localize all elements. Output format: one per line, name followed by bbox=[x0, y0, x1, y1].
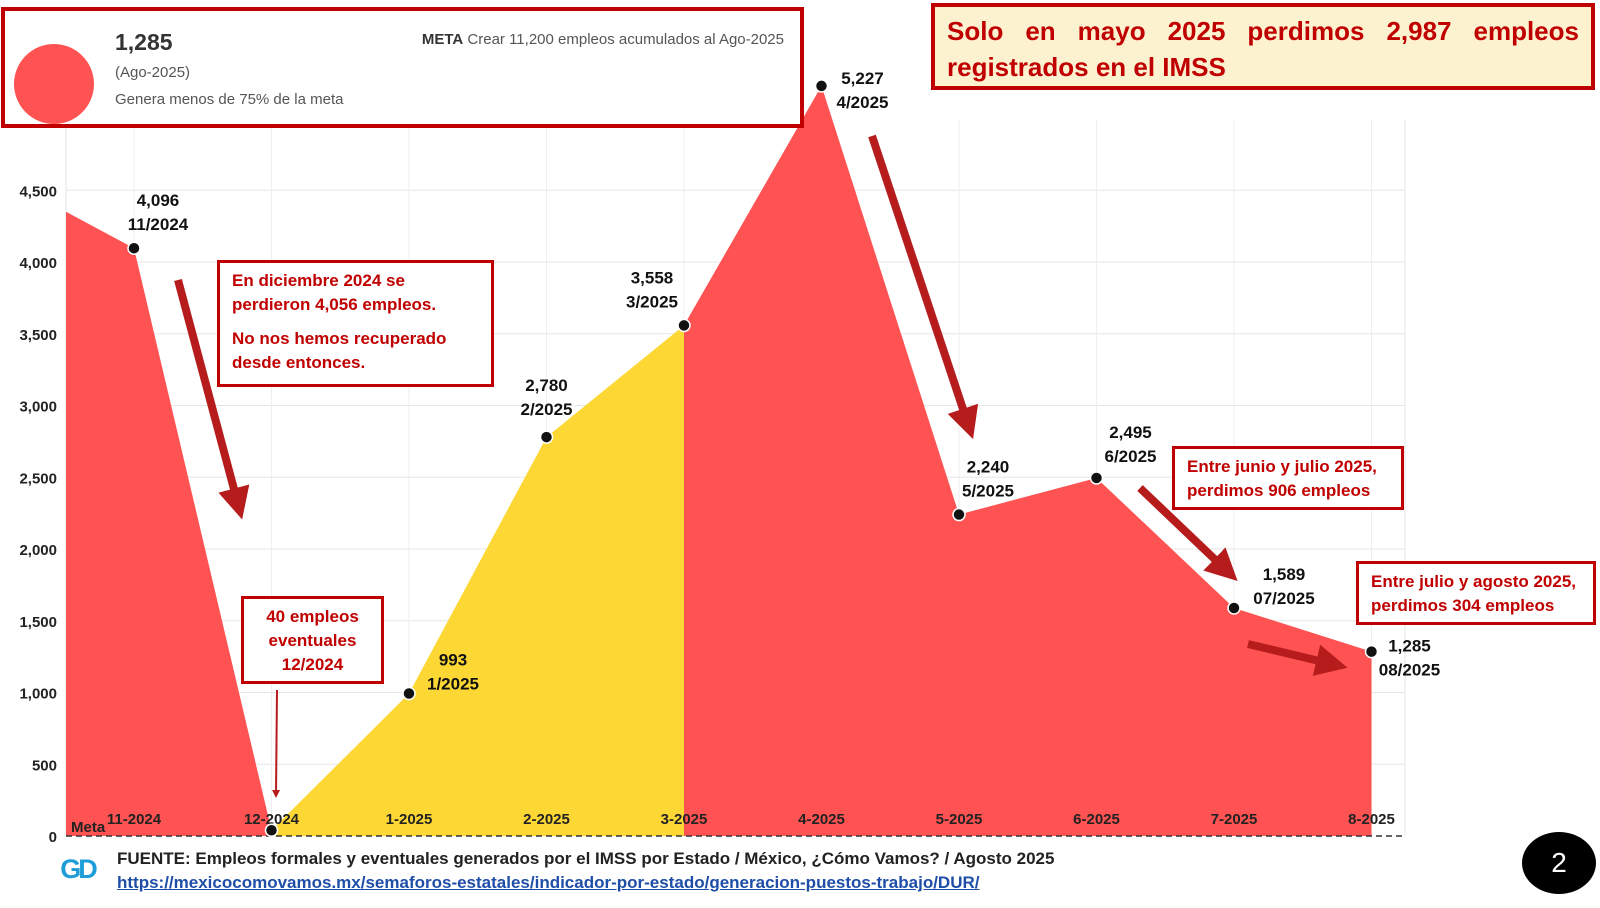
data-point bbox=[402, 686, 416, 701]
y-tick-label: 1,000 bbox=[19, 686, 57, 703]
data-label-date: 11/2024 bbox=[128, 215, 189, 234]
area-segment bbox=[821, 85, 959, 837]
note-june-july: Entre junio y julio 2025, perdimos 906 e… bbox=[1172, 446, 1404, 510]
note-december-line-1: En diciembre 2024 se perdieron 4,056 emp… bbox=[232, 271, 437, 314]
source-link[interactable]: https://mexicocomovamos.mx/semaforos-est… bbox=[117, 873, 980, 892]
area-segment bbox=[66, 211, 134, 836]
note-july-august-line-2: perdimos 304 empleos bbox=[1371, 596, 1555, 615]
kpi-goal-text: Crear 11,200 empleos acumulados al Ago-2… bbox=[467, 31, 784, 48]
area-segment bbox=[271, 693, 409, 836]
data-label-value: 4,096 bbox=[137, 191, 180, 210]
page-number-badge: 2 bbox=[1522, 832, 1596, 894]
note-june-july-line-1: Entre junio y julio 2025, bbox=[1187, 457, 1377, 476]
data-point bbox=[1089, 471, 1104, 485]
annotation-arrow bbox=[1247, 640, 1348, 676]
area-segment bbox=[959, 477, 1097, 836]
x-tick-label: 7-2025 bbox=[1211, 811, 1258, 828]
note-eventuales: 40 empleos eventuales 12/2024 bbox=[241, 596, 384, 684]
x-tick-label: 1-2025 bbox=[386, 811, 433, 828]
data-point bbox=[1364, 644, 1379, 659]
data-point bbox=[264, 823, 279, 838]
note-july-august-line-1: Entre julio y agosto 2025, bbox=[1371, 572, 1577, 591]
headline-banner: Solo en mayo 2025 perdimos 2,987 empleos… bbox=[931, 3, 1595, 90]
data-label-value: 1,589 bbox=[1263, 565, 1306, 584]
data-label-date: 6/2025 bbox=[1105, 447, 1157, 466]
y-tick-label: 2,500 bbox=[19, 470, 57, 487]
y-tick-label: 4,500 bbox=[19, 183, 57, 200]
data-label-value: 993 bbox=[439, 651, 467, 670]
x-tick-label: 11-2024 bbox=[107, 811, 162, 828]
data-label-date: 08/2025 bbox=[1379, 661, 1440, 680]
status-indicator-circle bbox=[14, 44, 94, 124]
data-label-date: 5/2025 bbox=[962, 482, 1014, 501]
area-segment bbox=[546, 325, 684, 836]
area-segment bbox=[1096, 477, 1234, 836]
note-december-line-2: No nos hemos recuperado desde entonces. bbox=[232, 329, 447, 372]
annotation-arrow bbox=[174, 278, 250, 520]
data-label-value: 3,558 bbox=[631, 268, 674, 287]
data-label-value: 2,780 bbox=[525, 376, 568, 395]
data-label-value: 2,240 bbox=[967, 458, 1010, 477]
y-tick-label: 1,500 bbox=[19, 614, 57, 631]
note-eventuales-line-2: eventuales bbox=[268, 631, 357, 650]
annotation-arrow bbox=[272, 689, 281, 798]
data-label-value: 1,285 bbox=[1388, 637, 1431, 656]
x-tick-label: 2-2025 bbox=[523, 811, 570, 828]
data-point bbox=[1227, 601, 1241, 615]
y-tick-label: 3,500 bbox=[19, 327, 57, 344]
area-segment bbox=[409, 437, 547, 836]
x-tick-label: 4-2025 bbox=[798, 811, 845, 828]
x-tick-label: 6-2025 bbox=[1073, 811, 1120, 828]
note-eventuales-line-1: 40 empleos bbox=[266, 607, 359, 626]
area-segment bbox=[684, 85, 822, 837]
y-tick-label: 0 bbox=[49, 829, 57, 846]
kpi-period: (Ago-2025) bbox=[115, 64, 191, 81]
x-tick-label: 8-2025 bbox=[1348, 811, 1395, 828]
annotation-arrow bbox=[1137, 485, 1238, 582]
note-june-july-line-2: perdimos 906 empleos bbox=[1187, 481, 1371, 500]
x-tick-label: 3-2025 bbox=[661, 811, 708, 828]
data-point bbox=[952, 507, 966, 522]
y-tick-label: 2,000 bbox=[19, 542, 57, 559]
x-tick-label: 5-2025 bbox=[936, 811, 983, 828]
data-point bbox=[677, 318, 691, 333]
note-december-loss: En diciembre 2024 se perdieron 4,056 emp… bbox=[217, 260, 494, 387]
kpi-value: 1,285 bbox=[115, 29, 173, 55]
y-tick-label: 500 bbox=[32, 757, 57, 774]
y-tick-label: 4,000 bbox=[19, 255, 57, 272]
data-label-value: 5,227 bbox=[841, 69, 884, 88]
kpi-goal: META Crear 11,200 empleos acumulados al … bbox=[422, 31, 784, 48]
data-label-value: 2,495 bbox=[1109, 423, 1152, 442]
source-citation: FUENTE: Empleos formales y eventuales ge… bbox=[117, 849, 1055, 868]
annotation-arrow bbox=[868, 134, 979, 440]
data-point bbox=[539, 430, 554, 444]
data-label-date: 1/2025 bbox=[427, 675, 479, 694]
note-july-august: Entre julio y agosto 2025, perdimos 304 … bbox=[1356, 561, 1596, 625]
kpi-card: 1,285 (Ago-2025) Genera menos de 75% de … bbox=[1, 7, 804, 128]
x-tick-label: 12-2024 bbox=[244, 811, 300, 828]
data-point bbox=[127, 241, 141, 255]
note-eventuales-line-3: 12/2024 bbox=[281, 655, 344, 674]
data-label-date: 3/2025 bbox=[626, 292, 678, 311]
kpi-goal-label: META bbox=[421, 31, 464, 48]
data-label-date: 07/2025 bbox=[1253, 589, 1314, 608]
y-tick-label: 3,000 bbox=[19, 399, 57, 416]
kpi-status: Genera menos de 75% de la meta bbox=[115, 91, 344, 108]
meta-line-label: Meta bbox=[71, 819, 106, 836]
data-point bbox=[814, 79, 829, 93]
area-segment bbox=[134, 248, 272, 836]
data-label-date: 2/2025 bbox=[521, 400, 573, 419]
logo: GD bbox=[50, 849, 105, 889]
data-label-date: 4/2025 bbox=[837, 93, 889, 112]
